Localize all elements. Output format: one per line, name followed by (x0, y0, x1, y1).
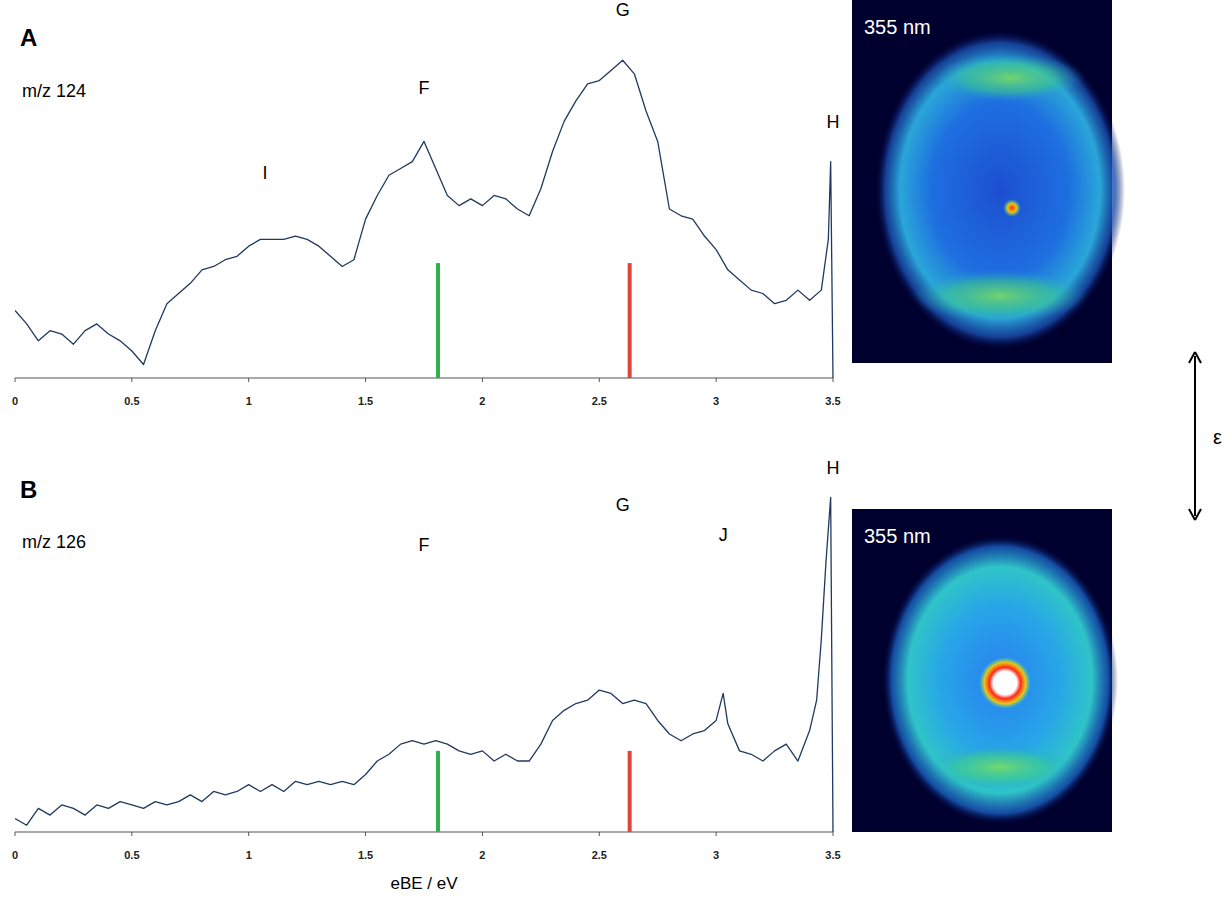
detector-image: 355 nm (852, 509, 1118, 832)
x-tick-label: 0.5 (124, 849, 139, 861)
x-tick-label: 0.5 (124, 395, 139, 407)
peak-label: H (827, 458, 840, 478)
x-tick (248, 832, 249, 836)
x-tick (716, 832, 717, 836)
panel-title: m/z 126 (22, 532, 86, 552)
spectrum-line (15, 497, 833, 832)
x-tick-label: 1.5 (358, 395, 373, 407)
image-label: 355 nm (864, 16, 931, 38)
x-tick-label: 1 (246, 849, 252, 861)
x-tick (365, 832, 366, 836)
image-band (935, 54, 1085, 102)
spectrum-line (15, 60, 833, 378)
image-core (979, 657, 1031, 709)
x-tick-label: 2 (479, 849, 485, 861)
panel: Bm/z 126 0 0.5 1 1.5 2 2.5 3 3.5 eBE / eV F G J H 355 … (12, 458, 1118, 893)
marker-line (436, 263, 440, 378)
x-tick-label: 0 (12, 849, 18, 861)
x-tick (482, 378, 483, 382)
plot-data (15, 60, 833, 378)
panel-letter: A (20, 24, 37, 51)
x-axis (15, 377, 833, 378)
x-axis-title: eBE / eV (390, 874, 458, 893)
peak-label: F (419, 535, 430, 555)
panel: Am/z 124 0 0.5 1 1.5 2 2.5 3 3.5 I F G H 355 nm (12, 0, 1125, 407)
peak-label: G (616, 0, 630, 20)
x-tick-label: 2 (479, 395, 485, 407)
arrow-shaft (1194, 356, 1196, 516)
x-tick-label: 1.5 (358, 849, 373, 861)
x-tick (248, 378, 249, 382)
panel-letter: B (20, 476, 37, 503)
plot-data (15, 497, 833, 832)
polarization-label: ε (1213, 426, 1222, 448)
marker-line (628, 263, 632, 378)
x-tick (716, 378, 717, 382)
x-tick-label: 3.5 (825, 849, 840, 861)
marker-line (436, 751, 440, 832)
figure: Am/z 12400.511.522.533.5IFGH355 nmBm/z 1… (0, 0, 1232, 906)
x-tick (833, 378, 834, 382)
panel-title: m/z 124 (22, 81, 86, 101)
arrow-head (1189, 352, 1201, 363)
x-tick (131, 832, 132, 836)
x-tick-label: 3 (713, 849, 719, 861)
image-disc (875, 30, 1125, 350)
x-tick (482, 832, 483, 836)
detector-image: 355 nm (852, 0, 1125, 363)
marker-line (628, 751, 632, 832)
x-tick-label: 0 (12, 395, 18, 407)
peak-label: F (419, 78, 430, 98)
peak-label: I (263, 163, 268, 183)
x-tick (599, 378, 600, 382)
peak-label: H (827, 112, 840, 132)
x-tick-label: 3.5 (825, 395, 840, 407)
image-band (913, 270, 1088, 322)
x-tick (15, 832, 16, 836)
x-tick (365, 378, 366, 382)
image-disc (882, 535, 1118, 825)
x-tick-label: 2.5 (592, 849, 607, 861)
x-tick (833, 832, 834, 836)
x-axis (15, 831, 833, 832)
arrow-head (1189, 509, 1201, 520)
peak-label: G (616, 495, 630, 515)
peak-label: J (719, 525, 728, 545)
x-tick (599, 832, 600, 836)
image-core (1003, 199, 1021, 217)
x-tick-label: 2.5 (592, 395, 607, 407)
polarization-arrow: ε (1189, 352, 1222, 520)
x-tick-label: 1 (246, 395, 252, 407)
x-tick (131, 378, 132, 382)
image-label: 355 nm (864, 525, 931, 547)
x-tick-label: 3 (713, 395, 719, 407)
x-tick (15, 378, 16, 382)
image-band (929, 745, 1071, 789)
